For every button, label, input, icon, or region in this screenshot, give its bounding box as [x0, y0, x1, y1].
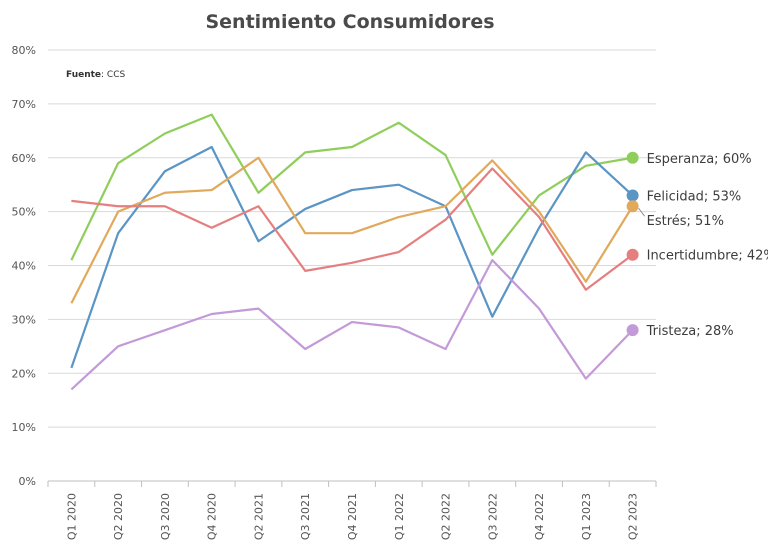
- x-tick-label: Q2 2023: [627, 493, 640, 540]
- y-tick-label: 40%: [12, 260, 36, 273]
- series-end-marker-esperanza: [626, 151, 639, 164]
- series-end-marker-estres: [626, 200, 639, 213]
- y-tick-label: 0%: [19, 475, 36, 488]
- series-end-label-incertidumbre: Incertidumbre; 42%: [647, 249, 768, 264]
- x-tick-label: Q3 2021: [299, 493, 312, 540]
- x-tick-label: Q2 2021: [252, 493, 265, 540]
- x-tick-label: Q1 2022: [393, 493, 406, 540]
- series-end-marker-tristeza: [626, 324, 639, 337]
- source-value: : CCS: [101, 70, 125, 80]
- x-tick-label: Q1 2020: [65, 493, 78, 540]
- series-line-esperanza: [70, 113, 633, 261]
- chart-title: Sentimiento Consumidores: [205, 11, 494, 33]
- x-tick-label: Q3 2020: [159, 493, 172, 540]
- series-end-label-esperanza: Esperanza; 60%: [647, 152, 752, 167]
- series-line-felicidad: [70, 145, 634, 369]
- series-end-label-tristeza: Tristeza; 28%: [646, 324, 734, 339]
- series-line-estres: [70, 156, 634, 304]
- x-tick-label: Q2 2022: [440, 493, 453, 540]
- series-line-incertidumbre: [71, 167, 634, 291]
- x-tick-label: Q1 2023: [580, 493, 593, 540]
- series-lines: [70, 113, 634, 391]
- series-line-tristeza: [70, 259, 634, 391]
- y-tick-label: 60%: [12, 152, 36, 165]
- x-tick-label: Q4 2020: [206, 493, 219, 540]
- source-note: Fuente: CCS: [66, 70, 125, 80]
- y-tick-label: 70%: [12, 98, 36, 111]
- label-leader-line: [638, 207, 646, 217]
- x-tick-label: Q3 2022: [486, 493, 499, 540]
- y-tick-label: 30%: [12, 313, 36, 326]
- series-end-label-felicidad: Felicidad; 53%: [647, 189, 742, 204]
- x-tick-label: Q2 2020: [112, 493, 125, 540]
- x-tick-label: Q4 2022: [533, 493, 546, 540]
- y-tick-label: 20%: [12, 367, 36, 380]
- y-tick-label: 50%: [12, 206, 36, 219]
- series-end-marker-incertidumbre: [626, 248, 639, 261]
- series-end-labels: Esperanza; 60% Felicidad; 53% Estrés; 51% I…: [626, 151, 768, 339]
- grid-lines: [48, 49, 656, 482]
- x-tick-label: Q4 2021: [346, 493, 359, 540]
- y-tick-label: 10%: [12, 421, 36, 434]
- x-axis-ticks: Q1 2020 Q2 2020 Q3 2020 Q4 2020 Q2 2021 Q3 20…: [47, 481, 657, 540]
- y-axis-ticks: 0% 10% 20% 30% 40% 50% 60% 70% 80%: [12, 44, 36, 488]
- series-end-marker-felicidad: [626, 189, 639, 202]
- y-tick-label: 80%: [12, 44, 36, 57]
- source-label: Fuente: [66, 70, 101, 80]
- series-end-label-estres: Estrés; 51%: [647, 214, 724, 229]
